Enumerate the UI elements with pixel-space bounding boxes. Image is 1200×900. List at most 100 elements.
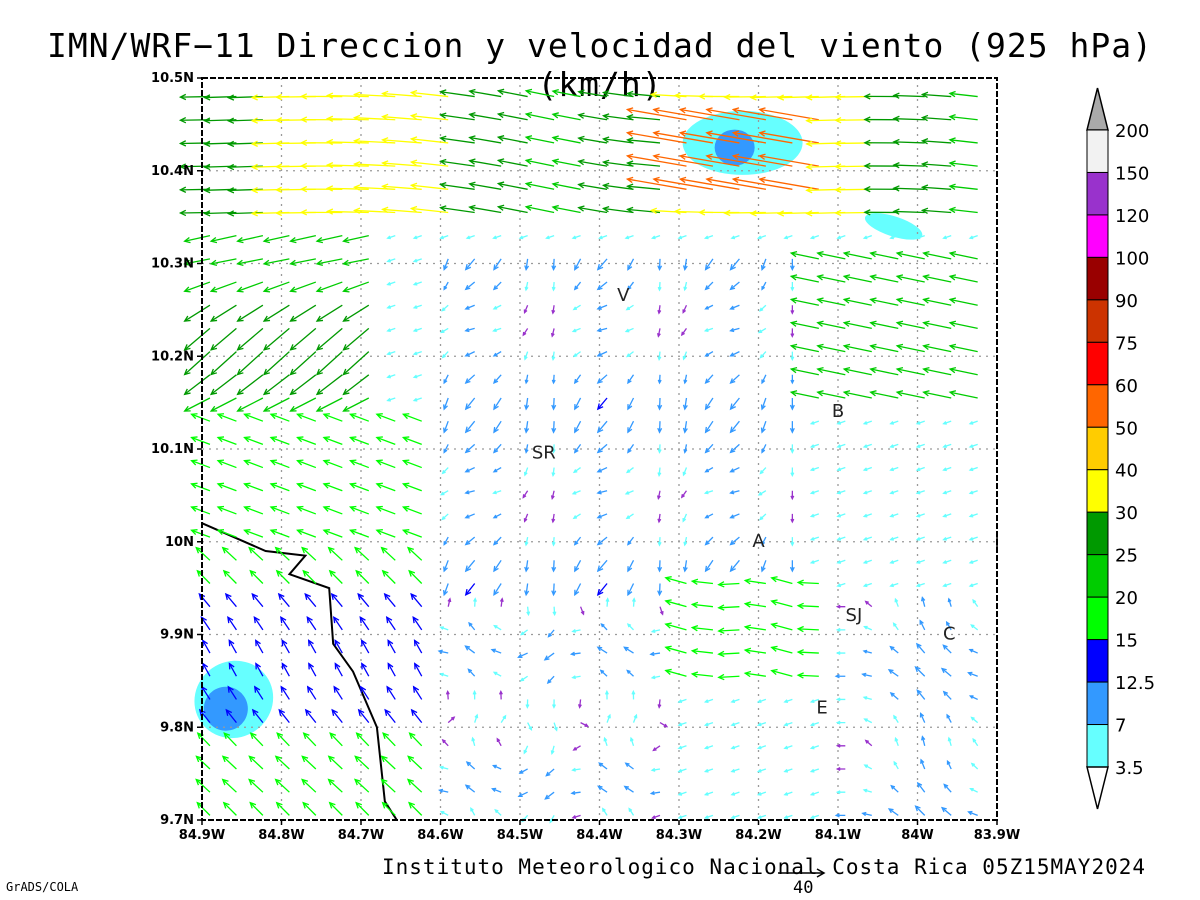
wind-arrow [783,721,793,727]
wind-arrow [551,583,557,597]
wind-arrow-head [861,811,867,817]
wind-arrow-head [972,598,977,604]
wind-arrow-head [842,251,851,258]
wind-arrow-shaft [403,413,422,422]
wind-arrow-shaft [443,444,449,453]
wind-arrow-head [863,162,871,170]
wind-arrow-head [443,541,448,546]
wind-arrow-head [236,259,244,267]
wind-arrow [327,778,343,793]
wind-arrow [571,327,581,333]
wind-arrow [758,176,819,190]
wind-arrow-head [942,560,947,564]
wind-arrow [704,397,714,411]
wind-arrow [221,755,237,770]
wind-arrow-head [729,540,736,546]
wind-arrow [968,235,978,240]
wind-arrow [328,801,343,816]
wind-arrow-shaft [323,483,343,492]
wind-arrow [892,208,925,215]
wind-arrow-shaft [680,132,740,144]
wind-arrow [251,592,264,608]
wind-arrow [496,135,528,144]
wind-arrow [862,466,872,472]
legend-swatch [1086,554,1109,598]
wind-arrow-head [280,615,287,624]
wind-arrow [657,305,662,315]
wind-arrow-head [322,505,330,512]
wind-arrow-head [236,315,244,322]
wind-arrow-shaft [465,559,476,572]
wind-arrow [915,582,925,588]
wind-arrow-shaft [498,159,528,167]
wind-arrow-head [967,810,973,816]
wind-arrow-head [627,264,633,271]
wind-arrow-shaft [949,252,978,260]
wind-arrow-head [493,426,499,434]
wind-arrow-shaft [574,420,582,433]
wind-arrow [770,622,793,631]
wind-arrow-head [439,765,444,770]
wind-arrow-head [756,235,762,240]
wind-arrow-head [796,625,804,633]
legend-level-label: 120 [1115,206,1149,227]
wind-arrow-shaft [255,663,264,677]
wind-arrow-head [571,628,577,633]
wind-arrow [947,736,952,746]
wind-arrow-shaft [307,686,317,700]
wind-arrow-head [492,328,497,332]
wind-arrow [445,689,450,700]
wind-arrow-head [354,546,362,554]
wind-arrow-shaft [316,374,343,395]
wind-arrow [183,397,211,412]
wind-arrow [527,722,533,731]
wind-arrow-head [863,116,871,123]
wind-arrow-head [401,482,410,489]
wind-arrow-head [862,490,868,495]
wind-arrow-head [327,778,335,786]
wind-arrow [704,420,714,434]
wind-arrow [550,490,555,500]
wind-arrow-head [920,184,929,191]
wind-arrow-shaft [893,187,925,190]
wind-arrow-head [304,592,312,601]
wind-arrow-shaft [920,759,926,770]
wind-arrow [473,597,478,607]
wind-arrow-head [524,181,533,188]
wind-arrow-shaft [222,779,237,793]
wind-arrow-head [605,597,610,602]
wind-arrow-head [761,379,766,385]
wind-arrow-shaft [493,281,502,290]
x-tick-label: 84.1W [815,828,861,843]
wind-arrow-head [355,569,363,577]
wind-arrow-shaft [244,460,264,469]
wind-arrow-head [386,351,391,356]
wind-arrow-head [596,305,602,310]
wind-arrow-shaft [228,165,263,168]
wind-arrow-head [836,235,841,240]
wind-arrow-shaft [327,164,369,167]
wind-arrow-head [717,581,725,588]
wind-arrow-head [277,592,285,601]
wind-arrow [412,350,422,356]
wind-arrow [386,397,396,402]
wind-arrow-shaft [684,397,688,410]
wind-arrow-head [412,351,418,356]
wind-arrow-head [970,624,975,629]
wind-arrow-head [677,235,683,240]
wind-arrow-head [805,140,813,147]
wind-arrow [730,768,740,773]
wind-arrow-head [677,699,683,704]
wind-arrow-head [572,306,578,311]
wind-arrow-shaft [301,779,317,793]
wind-arrow-head [805,117,813,124]
wind-arrow-head [869,251,877,258]
wind-arrow [759,351,767,359]
wind-arrow-shaft [251,593,264,608]
wind-arrow [968,490,978,495]
wind-arrow [657,467,662,477]
wind-arrow [439,765,449,770]
wind-arrow [682,421,688,434]
wind-arrow-shaft [411,184,449,190]
wind-arrow [596,466,608,473]
